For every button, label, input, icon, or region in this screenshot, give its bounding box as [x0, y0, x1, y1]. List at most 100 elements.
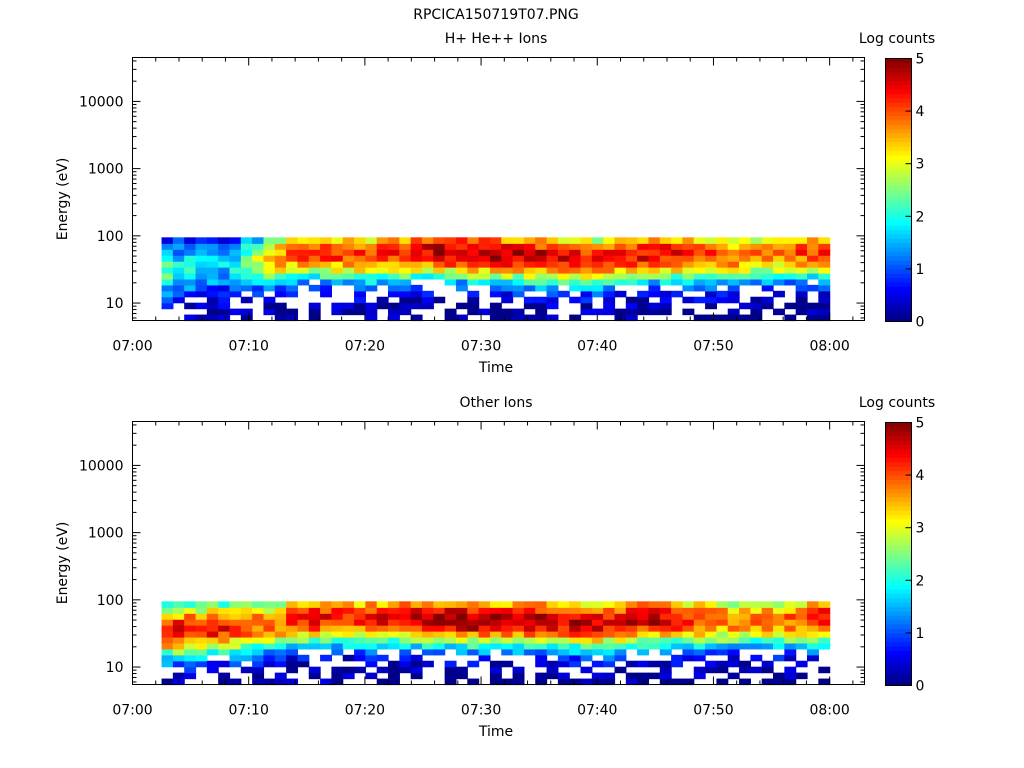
heatmap-cell — [523, 261, 536, 268]
heatmap-cell — [184, 648, 197, 656]
heatmap-cell — [625, 267, 638, 274]
heatmap-cell — [818, 625, 831, 632]
heatmap-cell — [229, 648, 242, 656]
heatmap-cell — [795, 249, 808, 256]
heatmap-cell — [512, 601, 525, 608]
heatmap-cell — [206, 284, 219, 292]
heatmap-cell — [478, 636, 491, 644]
heatmap-cell — [648, 619, 661, 626]
y-tick-label: 1000 — [88, 526, 124, 542]
heatmap-cell — [512, 666, 525, 674]
panel-2-axes: 07:00 07:10 07:20 07:30 07:40 07:50 08:0010100… — [79, 421, 865, 719]
heatmap-cell — [637, 278, 650, 286]
heatmap-cell — [376, 613, 389, 620]
heatmap-cell — [501, 308, 514, 316]
heatmap-cell — [252, 601, 265, 608]
colorbar-tick-label: 1 — [916, 262, 925, 278]
heatmap-cell — [263, 296, 276, 304]
heatmap-cell — [795, 619, 808, 626]
heatmap-cell — [376, 636, 389, 644]
y-tick-label: 100 — [97, 229, 124, 245]
heatmap-cell — [750, 302, 763, 310]
heatmap-cell — [229, 619, 242, 626]
heatmap-cell — [648, 601, 661, 608]
heatmap-cell — [580, 296, 593, 304]
heatmap-cell — [648, 267, 661, 274]
heatmap-cell — [501, 636, 514, 644]
colorbar-swatch — [885, 589, 912, 594]
heatmap-cell — [240, 243, 253, 250]
colorbar-swatch — [885, 593, 912, 599]
heatmap-cell — [637, 613, 650, 620]
heatmap-cell — [727, 619, 740, 626]
heatmap-cell — [512, 278, 525, 286]
heatmap-cell — [365, 672, 378, 680]
colorbar-swatch — [885, 282, 912, 287]
heatmap-cell — [727, 267, 740, 274]
heatmap-cell — [637, 672, 650, 680]
heatmap-cell — [489, 631, 502, 638]
heatmap-cell — [184, 302, 197, 310]
heatmap-cell — [218, 267, 231, 274]
heatmap-cell — [388, 601, 400, 608]
heatmap-cell — [535, 648, 548, 656]
heatmap-cell — [546, 272, 559, 280]
heatmap-cell — [161, 625, 174, 632]
heatmap-cell — [750, 237, 763, 244]
heatmap-cell — [399, 278, 412, 286]
heatmap-cell — [308, 607, 321, 614]
heatmap-cell — [388, 314, 400, 322]
heatmap-cell — [433, 261, 446, 268]
heatmap-cell — [172, 619, 185, 626]
heatmap-cell — [365, 261, 378, 268]
heatmap-cell — [218, 672, 231, 680]
panel-2-colorbar-label: Log counts — [859, 395, 935, 411]
heatmap-cell — [648, 672, 661, 680]
heatmap-cell — [580, 613, 593, 620]
heatmap-cell — [308, 666, 321, 674]
colorbar-swatch — [885, 229, 912, 235]
heatmap-cell — [252, 284, 265, 292]
heatmap-cell — [512, 625, 525, 632]
heatmap-cell — [252, 642, 265, 650]
heatmap-cell — [410, 660, 423, 668]
heatmap-cell — [761, 625, 774, 632]
heatmap-cell — [240, 636, 253, 644]
heatmap-cell — [286, 660, 299, 668]
heatmap-cell — [206, 290, 219, 298]
heatmap-cell — [784, 601, 797, 608]
heatmap-cell — [172, 255, 185, 262]
heatmap-cell — [342, 631, 355, 638]
heatmap-cell — [455, 607, 468, 614]
heatmap-cell — [421, 267, 434, 274]
heatmap-cell — [433, 642, 446, 650]
heatmap-cell — [727, 631, 740, 638]
heatmap-cell — [648, 302, 661, 310]
heatmap-cell — [625, 308, 638, 316]
heatmap-cell — [388, 625, 400, 632]
heatmap-cell — [761, 607, 774, 614]
heatmap-cell — [240, 631, 253, 638]
heatmap-cell — [501, 678, 514, 686]
heatmap-cell — [603, 284, 616, 292]
heatmap-cell — [523, 243, 536, 250]
heatmap-cell — [705, 243, 717, 250]
heatmap-cell — [172, 249, 185, 256]
heatmap-cell — [286, 613, 299, 620]
heatmap-cell — [308, 613, 321, 620]
heatmap-cell — [569, 255, 582, 262]
heatmap-cell — [263, 642, 276, 650]
heatmap-cell — [489, 660, 502, 668]
heatmap-cell — [274, 607, 287, 614]
x-tick-label: 07:20 — [345, 339, 385, 355]
heatmap-cell — [727, 243, 740, 250]
heatmap-cell — [184, 654, 197, 662]
heatmap-cell — [603, 625, 616, 632]
heatmap-cell — [161, 261, 174, 268]
colorbar-swatch — [885, 80, 912, 86]
heatmap-cell — [161, 648, 174, 656]
colorbar-swatch — [885, 89, 912, 95]
heatmap-cell — [489, 625, 502, 632]
